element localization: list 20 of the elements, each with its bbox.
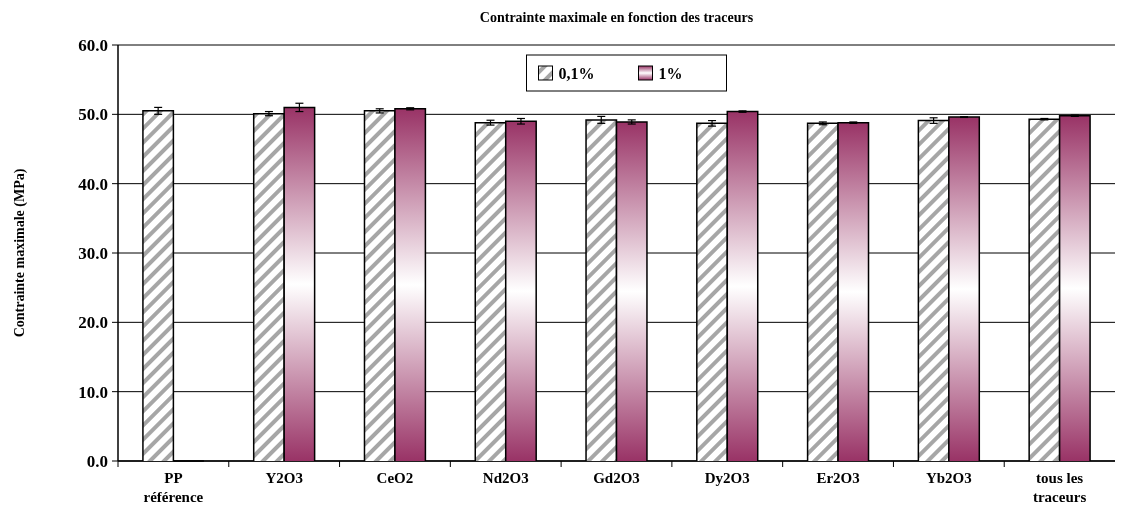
y-tick-label: 50.0 <box>78 105 108 125</box>
y-tick-label: 40.0 <box>78 174 108 194</box>
legend-label: 0,1% <box>558 64 595 82</box>
y-tick-label: 20.0 <box>78 313 108 333</box>
y-tick-label: 60.0 <box>78 35 108 55</box>
x-tick-label: CeO2 <box>376 470 414 486</box>
y-tick-label: 30.0 <box>78 243 108 263</box>
legend-label: 1% <box>658 64 683 82</box>
x-tick-label: PP référence <box>143 470 204 505</box>
y-tick-label: 10.0 <box>78 382 108 402</box>
chart-title: Contrainte maximale en fonction des traceurs <box>479 10 754 25</box>
y-axis-title: Contrainte maximale (MPa) <box>12 168 28 338</box>
x-tick-label: Er2O3 <box>816 470 860 486</box>
x-tick-label: Gd2O3 <box>593 470 640 486</box>
x-tick-label: tous les traceurs <box>1032 470 1087 505</box>
x-tick-label: Nd2O3 <box>482 470 529 486</box>
x-tick-label: Y2O3 <box>265 470 303 486</box>
x-tick-label: Yb2O3 <box>925 470 972 486</box>
x-tick-label: Dy2O3 <box>704 470 750 486</box>
y-tick-label: 0.0 <box>86 451 108 471</box>
